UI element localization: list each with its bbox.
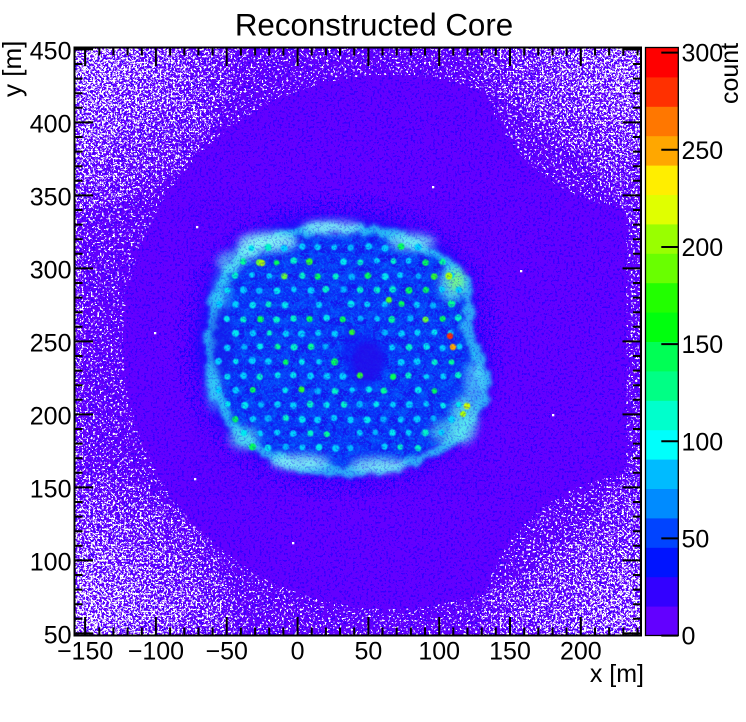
- svg-text:150: 150: [682, 331, 724, 359]
- svg-text:−150: −150: [57, 638, 113, 666]
- svg-text:Reconstructed Core: Reconstructed Core: [235, 7, 513, 42]
- svg-text:50: 50: [682, 525, 710, 553]
- svg-text:−100: −100: [128, 638, 184, 666]
- svg-text:200: 200: [560, 638, 602, 666]
- svg-text:300: 300: [682, 40, 724, 68]
- svg-text:150: 150: [30, 475, 72, 503]
- svg-text:y [m]: y [m]: [0, 41, 27, 97]
- svg-text:200: 200: [682, 234, 724, 262]
- svg-text:x [m]: x [m]: [590, 660, 644, 688]
- svg-text:100: 100: [30, 548, 72, 576]
- svg-text:150: 150: [489, 638, 531, 666]
- svg-text:50: 50: [44, 621, 72, 649]
- svg-text:400: 400: [30, 110, 72, 138]
- svg-text:100: 100: [682, 428, 724, 456]
- svg-text:100: 100: [418, 638, 460, 666]
- svg-text:250: 250: [682, 137, 724, 165]
- svg-text:50: 50: [354, 638, 382, 666]
- svg-text:0: 0: [291, 638, 305, 666]
- svg-text:count: count: [716, 43, 744, 104]
- svg-text:0: 0: [682, 623, 696, 651]
- svg-text:250: 250: [30, 329, 72, 357]
- svg-text:200: 200: [30, 402, 72, 430]
- svg-text:350: 350: [30, 183, 72, 211]
- svg-text:450: 450: [30, 37, 72, 65]
- svg-text:−50: −50: [205, 638, 247, 666]
- svg-text:300: 300: [30, 256, 72, 284]
